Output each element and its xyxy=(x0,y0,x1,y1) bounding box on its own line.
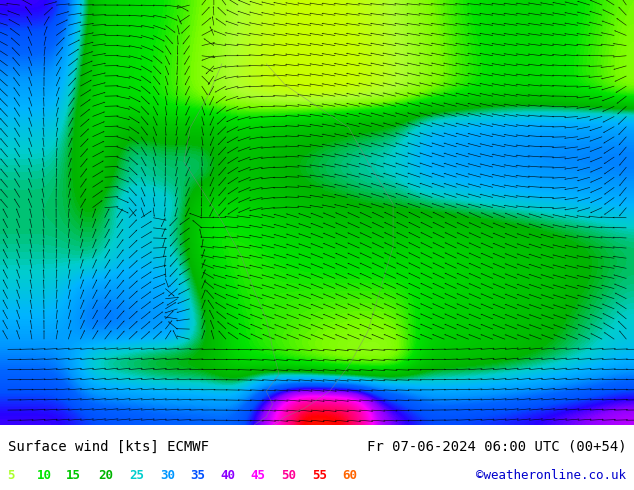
Text: Surface wind [kts] ECMWF: Surface wind [kts] ECMWF xyxy=(8,440,209,454)
Text: 15: 15 xyxy=(66,469,81,482)
Text: 40: 40 xyxy=(221,469,236,482)
Text: Fr 07-06-2024 06:00 UTC (00+54): Fr 07-06-2024 06:00 UTC (00+54) xyxy=(366,440,626,454)
Text: 50: 50 xyxy=(281,469,296,482)
Text: 10: 10 xyxy=(37,469,52,482)
Text: ©weatheronline.co.uk: ©weatheronline.co.uk xyxy=(476,469,626,482)
Text: 20: 20 xyxy=(98,469,113,482)
Text: 55: 55 xyxy=(312,469,327,482)
Text: 25: 25 xyxy=(129,469,145,482)
Text: 60: 60 xyxy=(342,469,358,482)
Text: 30: 30 xyxy=(160,469,175,482)
Text: 45: 45 xyxy=(250,469,266,482)
Text: 5: 5 xyxy=(8,469,15,482)
Text: 35: 35 xyxy=(190,469,205,482)
